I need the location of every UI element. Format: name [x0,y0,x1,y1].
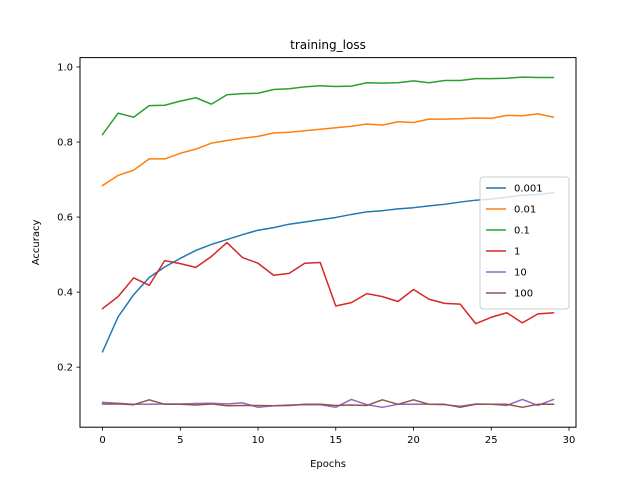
y-tick-label: 0.2 [57,363,73,374]
y-tick-label: 0.4 [57,288,73,299]
x-tick-label: 5 [177,435,183,446]
x-tick-label: 10 [252,435,265,446]
series-line-5 [101,399,555,409]
x-tick-label: 20 [407,435,420,446]
legend-label-4: 10 [514,268,527,279]
series-line-3 [101,241,555,325]
x-tick-label: 0 [99,435,105,446]
series-line-2 [101,76,555,136]
legend-label-2: 0.1 [514,226,530,237]
x-tick-label: 15 [329,435,342,446]
y-axis-label: Accuracy [31,219,42,265]
legend-label-3: 1 [514,247,520,258]
axes-frame [79,57,577,428]
legend-label-0: 0.001 [514,184,543,195]
x-tick-label: 30 [563,435,576,446]
x-axis-ticks: 0 5 10 15 20 25 30 [99,427,575,446]
y-tick-label: 0.6 [57,213,73,224]
series-line-0 [101,191,555,353]
y-tick-label: 1.0 [57,62,73,73]
legend: 0.001 0.01 0.1 1 10 100 [479,176,570,310]
legend-label-5: 100 [514,289,533,300]
legend-box [479,176,570,310]
legend-label-1: 0.01 [514,205,536,216]
chart-title: training_loss [290,38,366,52]
x-tick-label: 25 [485,435,498,446]
y-axis-ticks: 0.2 0.4 0.6 0.8 1.0 [57,62,80,374]
y-tick-label: 0.8 [57,138,73,149]
series-line-1 [101,113,555,187]
plot-lines [101,76,555,409]
x-axis-label: Epochs [310,459,346,470]
